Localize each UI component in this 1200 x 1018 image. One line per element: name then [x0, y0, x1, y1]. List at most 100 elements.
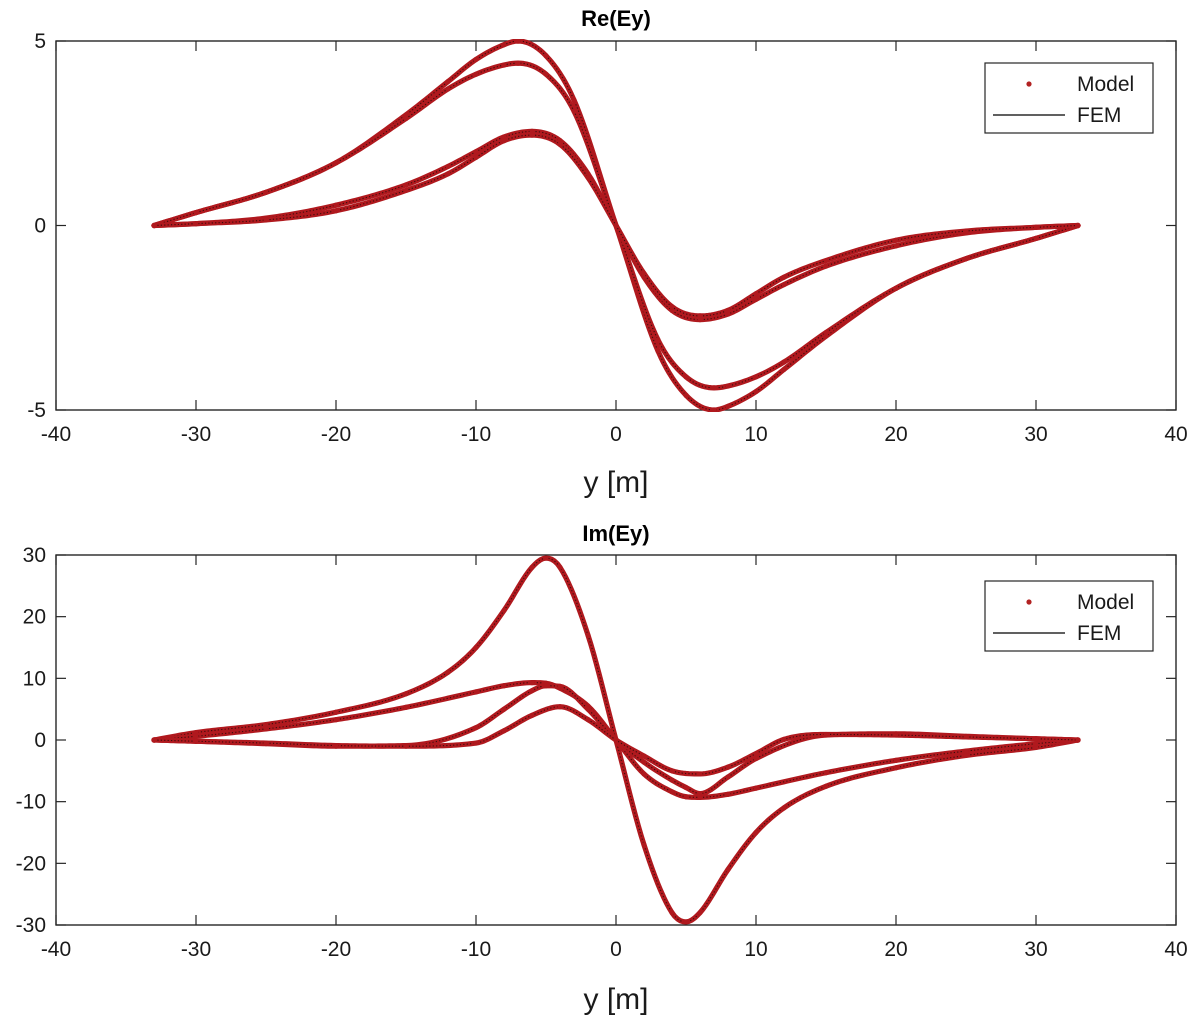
- data-point: [473, 56, 479, 63]
- chart-title: Re(Ey): [581, 6, 651, 31]
- data-point: [557, 141, 563, 147]
- data-point: [1033, 235, 1039, 242]
- x-tick-label: -30: [181, 423, 211, 446]
- data-point: [445, 171, 451, 177]
- data-point: [697, 910, 703, 916]
- data-point: [473, 154, 479, 160]
- legend: Model FEM: [984, 62, 1154, 134]
- x-tick-label: 10: [744, 938, 767, 961]
- legend: Model FEM: [984, 580, 1154, 652]
- data-point: [823, 770, 829, 776]
- data-point: [263, 726, 269, 732]
- data-point: [529, 680, 535, 686]
- data-point: [893, 243, 899, 249]
- data-point: [823, 263, 829, 269]
- data-point: [725, 791, 731, 797]
- data-point: [711, 407, 717, 412]
- x-tick-label: -10: [461, 423, 491, 446]
- data-point: [333, 160, 339, 166]
- x-tick-label: -10: [461, 938, 491, 961]
- data-point: [655, 337, 661, 343]
- data-point: [1075, 737, 1081, 743]
- data-point: [445, 669, 451, 675]
- x-tick-label: 40: [1164, 423, 1187, 446]
- legend-label: Model: [1077, 73, 1134, 96]
- data-point: [585, 174, 591, 181]
- y-tick-label: 10: [23, 667, 46, 690]
- data-point: [893, 757, 899, 763]
- legend-box: [984, 62, 1154, 134]
- x-tick-label: 0: [610, 938, 622, 961]
- data-point: [445, 86, 451, 92]
- x-axis-label: y [m]: [584, 466, 649, 499]
- data-point: [669, 304, 675, 310]
- y-tick-label: -5: [27, 399, 46, 422]
- data-point: [585, 706, 591, 712]
- data-point: [683, 919, 689, 925]
- data-point: [403, 182, 409, 188]
- chart-panel-1: -40 -30 -20 -10 0 10 20 30 40 -5 0 5 Re(Ey) y [m] Mode…: [27, 6, 1187, 499]
- data-point: [725, 774, 731, 780]
- data-point: [613, 737, 619, 743]
- data-point: [823, 329, 829, 336]
- data-point: [529, 564, 535, 570]
- data-point: [823, 783, 829, 789]
- data-point: [641, 759, 647, 765]
- data-point: [781, 736, 787, 742]
- data-point: [501, 138, 507, 144]
- data-point: [669, 768, 675, 774]
- data-point: [333, 202, 339, 208]
- chart-panel-2: -40 -30 -20 -10 0 10 20 30 40-30-20-100102030Im(…: [16, 521, 1188, 1016]
- data-point: [893, 285, 899, 291]
- data-point: [193, 209, 199, 216]
- data-point: [669, 789, 675, 795]
- x-tick-label: 0: [610, 423, 622, 446]
- data-point: [1075, 222, 1081, 229]
- x-tick-label: -40: [41, 423, 71, 446]
- y-tick-label: 30: [23, 544, 46, 567]
- data-point: [893, 732, 899, 738]
- data-point: [557, 564, 563, 570]
- data-point: [753, 388, 759, 395]
- legend-marker-icon: [1026, 599, 1032, 605]
- data-point: [697, 771, 703, 777]
- data-point: [543, 555, 549, 561]
- data-point: [473, 689, 479, 695]
- data-point: [753, 785, 759, 791]
- data-point: [753, 750, 759, 757]
- data-point: [501, 62, 507, 68]
- data-point: [333, 208, 339, 214]
- x-tick-label: -30: [181, 938, 211, 961]
- data-point: [151, 222, 157, 229]
- data-point: [473, 71, 479, 77]
- data-point: [613, 222, 619, 229]
- data-point: [403, 115, 409, 122]
- data-point: [529, 132, 535, 138]
- y-tick-label: -30: [16, 914, 46, 937]
- data-point: [543, 71, 549, 77]
- data-point: [963, 256, 969, 262]
- y-tick-label: 5: [34, 30, 46, 53]
- data-point: [725, 383, 731, 389]
- series-line-fem-2: [153, 682, 1079, 798]
- data-point: [781, 359, 787, 365]
- data-point: [557, 683, 563, 689]
- x-tick-label: 20: [884, 423, 907, 446]
- data-point: [753, 374, 759, 380]
- data-point: [669, 910, 675, 916]
- x-tick-label: 10: [744, 423, 767, 446]
- data-point: [543, 53, 549, 59]
- data-point: [641, 771, 647, 777]
- data-point: [893, 765, 899, 771]
- data-point: [655, 348, 661, 354]
- data-point: [403, 691, 409, 697]
- data-point: [725, 764, 731, 770]
- data-point: [963, 734, 969, 740]
- data-point: [529, 712, 535, 718]
- data-point: [753, 755, 759, 762]
- data-point: [263, 721, 269, 728]
- chart-title: Im(Ey): [582, 521, 649, 546]
- data-point: [753, 829, 759, 836]
- data-point: [823, 731, 829, 738]
